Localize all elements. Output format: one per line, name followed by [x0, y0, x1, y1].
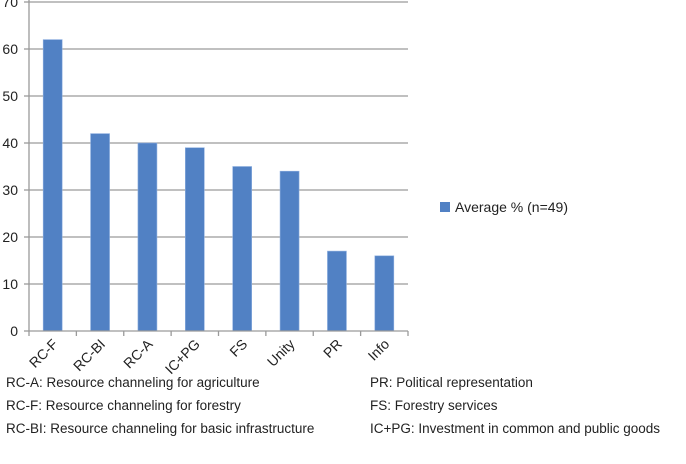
x-tick-label: RC-A	[120, 335, 156, 371]
axes	[24, 0, 409, 336]
y-tick-label: 30	[2, 182, 18, 198]
bar-rc-f	[42, 39, 63, 332]
footnote-pr: PR: Political representation	[370, 375, 533, 390]
bar-rc-bi	[90, 133, 110, 332]
gridlines	[29, 1, 408, 285]
footnote-fs: FS: Forestry services	[370, 398, 498, 413]
bar-fs	[232, 166, 252, 332]
bar-info	[374, 255, 395, 332]
x-tick-label: IC+PG	[162, 336, 203, 377]
y-tick-labels: 0 10 20 30 40 50 60 70	[2, 0, 18, 339]
x-tick-label: RC-BI	[70, 336, 108, 374]
legend: Average % (n=49)	[440, 199, 568, 215]
bar-rc-a	[137, 142, 158, 332]
bars	[42, 39, 395, 332]
footnote-rc-f: RC-F: Resource channeling for forestry	[6, 398, 241, 413]
y-tick-label: 10	[2, 276, 18, 292]
x-tick-label: Info	[365, 336, 393, 364]
x-tick-label: PR	[320, 336, 345, 361]
y-tick-label: 70	[2, 0, 18, 10]
y-tick-label: 0	[10, 323, 18, 339]
x-tick-label: Unity	[264, 336, 298, 370]
legend-label: Average % (n=49)	[455, 199, 568, 215]
y-tick-label: 40	[2, 135, 18, 151]
y-tick-label: 60	[2, 41, 18, 57]
y-tick-label: 50	[2, 88, 18, 104]
x-tick-labels: RC-F RC-BI RC-A IC+PG FS Unity PR Info	[26, 335, 393, 377]
x-tick-label: FS	[226, 336, 250, 360]
footnote-rc-a: RC-A: Resource channeling for agricultur…	[6, 375, 260, 390]
bar-pr	[327, 250, 347, 332]
footnote-ic-pg: IC+PG: Investment in common and public g…	[370, 421, 661, 436]
bar-ic-pg	[185, 147, 205, 332]
footnote-rc-bi: RC-BI: Resource channeling for basic inf…	[6, 421, 315, 436]
legend-swatch	[440, 202, 450, 212]
x-tick-label: RC-F	[26, 336, 61, 371]
y-tick-label: 20	[2, 229, 18, 245]
bar-unity	[279, 170, 300, 332]
